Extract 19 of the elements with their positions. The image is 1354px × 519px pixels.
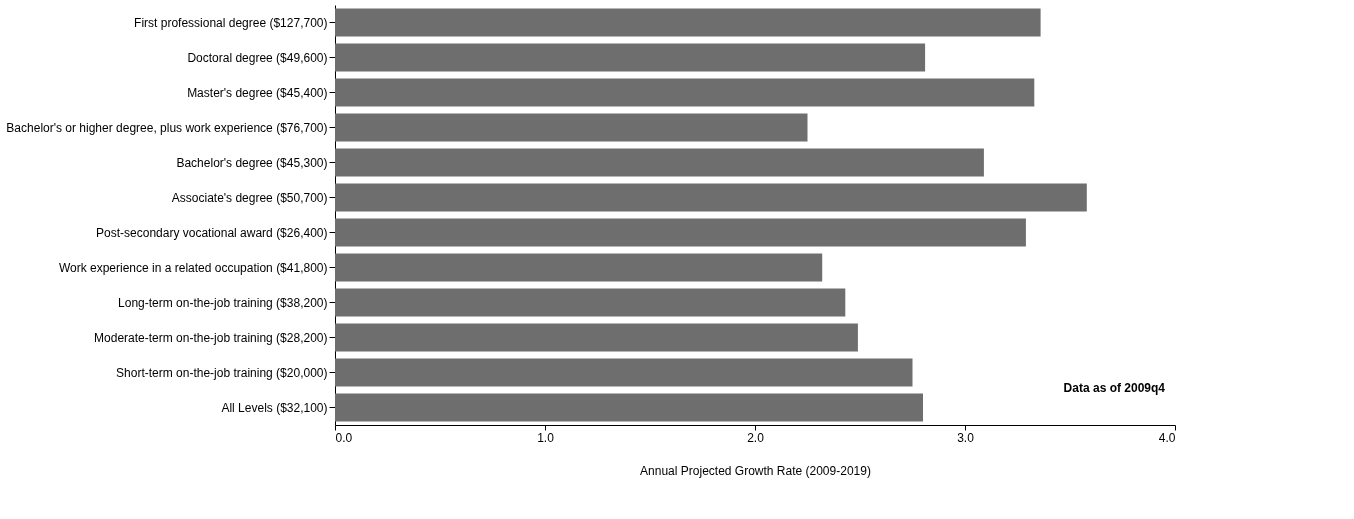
x-axis-title: Annual Projected Growth Rate (2009-2019)	[640, 463, 871, 478]
annotation: Data as of 2009q4	[1063, 381, 1166, 395]
x-tick-label: 1.0	[537, 430, 555, 445]
x-tick-label: 3.0	[957, 430, 975, 445]
x-tick-label: 0.0	[335, 430, 353, 445]
x-tick-label: 4.0	[1158, 430, 1176, 445]
y-tick-label: Master's degree ($45,400)	[187, 85, 328, 100]
y-tick-label: Short-term on-the-job training ($20,000)	[116, 365, 328, 380]
y-tick-label: Bachelor's degree ($45,300)	[176, 155, 328, 170]
y-tick-label: Work experience in a related occupation ($41,800)	[58, 260, 328, 275]
y-tick-label: First professional degree ($127,700)	[134, 15, 328, 30]
y-tick-label: Moderate-term on-the-job training ($28,200)	[94, 330, 328, 345]
x-tick-label: 2.0	[747, 430, 765, 445]
y-tick-label: Associate's degree ($50,700)	[171, 190, 328, 205]
y-tick-label: Post-secondary vocational award ($26,400)	[96, 225, 328, 240]
y-tick-label: Doctoral degree ($49,600)	[187, 50, 328, 65]
y-tick-label: Bachelor's or higher degree, plus work experience ($76,700)	[6, 120, 328, 135]
y-tick-label: All Levels ($32,100)	[221, 400, 328, 415]
y-tick-label: Long-term on-the-job training ($38,200)	[118, 295, 328, 310]
